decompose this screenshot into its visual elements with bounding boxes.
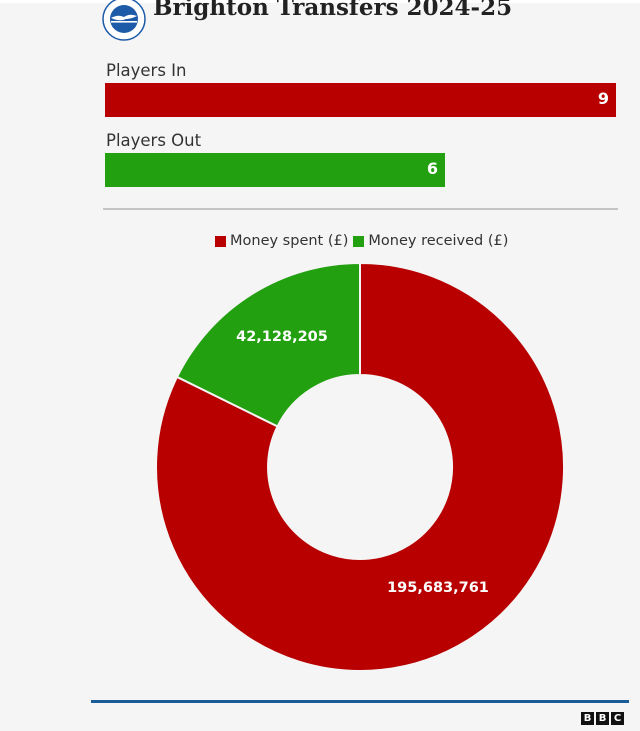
bbc-logo: B B C [581,712,624,725]
donut-label-spent: 195,683,761 [387,580,489,596]
bar-players-in: 9 [105,83,616,117]
bar-players-out: 6 [105,153,445,187]
page-title: Brighton Transfers 2024-25 [153,0,513,21]
legend-item-received: Money received (£) [353,233,508,249]
donut-slice-spent [155,261,566,672]
bar-value-players-out: 6 [426,159,438,178]
divider [103,208,618,210]
bbc-logo-b2: B [596,712,609,725]
chart-legend: Money spent (£) Money received (£) [215,233,513,249]
bar-label-players-out: Players Out [106,131,202,150]
top-strip [0,0,640,3]
footer-rule [91,700,629,703]
legend-item-spent: Money spent (£) [215,233,348,249]
bar-label-players-in: Players In [106,61,187,80]
donut-slice-received [175,261,361,428]
bbc-logo-b1: B [581,712,594,725]
bbc-logo-c: C [611,712,624,725]
donut-label-received: 42,128,205 [236,329,328,345]
legend-label-received: Money received (£) [368,233,509,249]
brighton-crest-icon [102,0,146,41]
bar-value-players-in: 9 [597,89,609,108]
legend-swatch-received [353,235,365,247]
legend-swatch-spent [215,235,226,247]
legend-label-spent: Money spent (£) [230,233,349,249]
